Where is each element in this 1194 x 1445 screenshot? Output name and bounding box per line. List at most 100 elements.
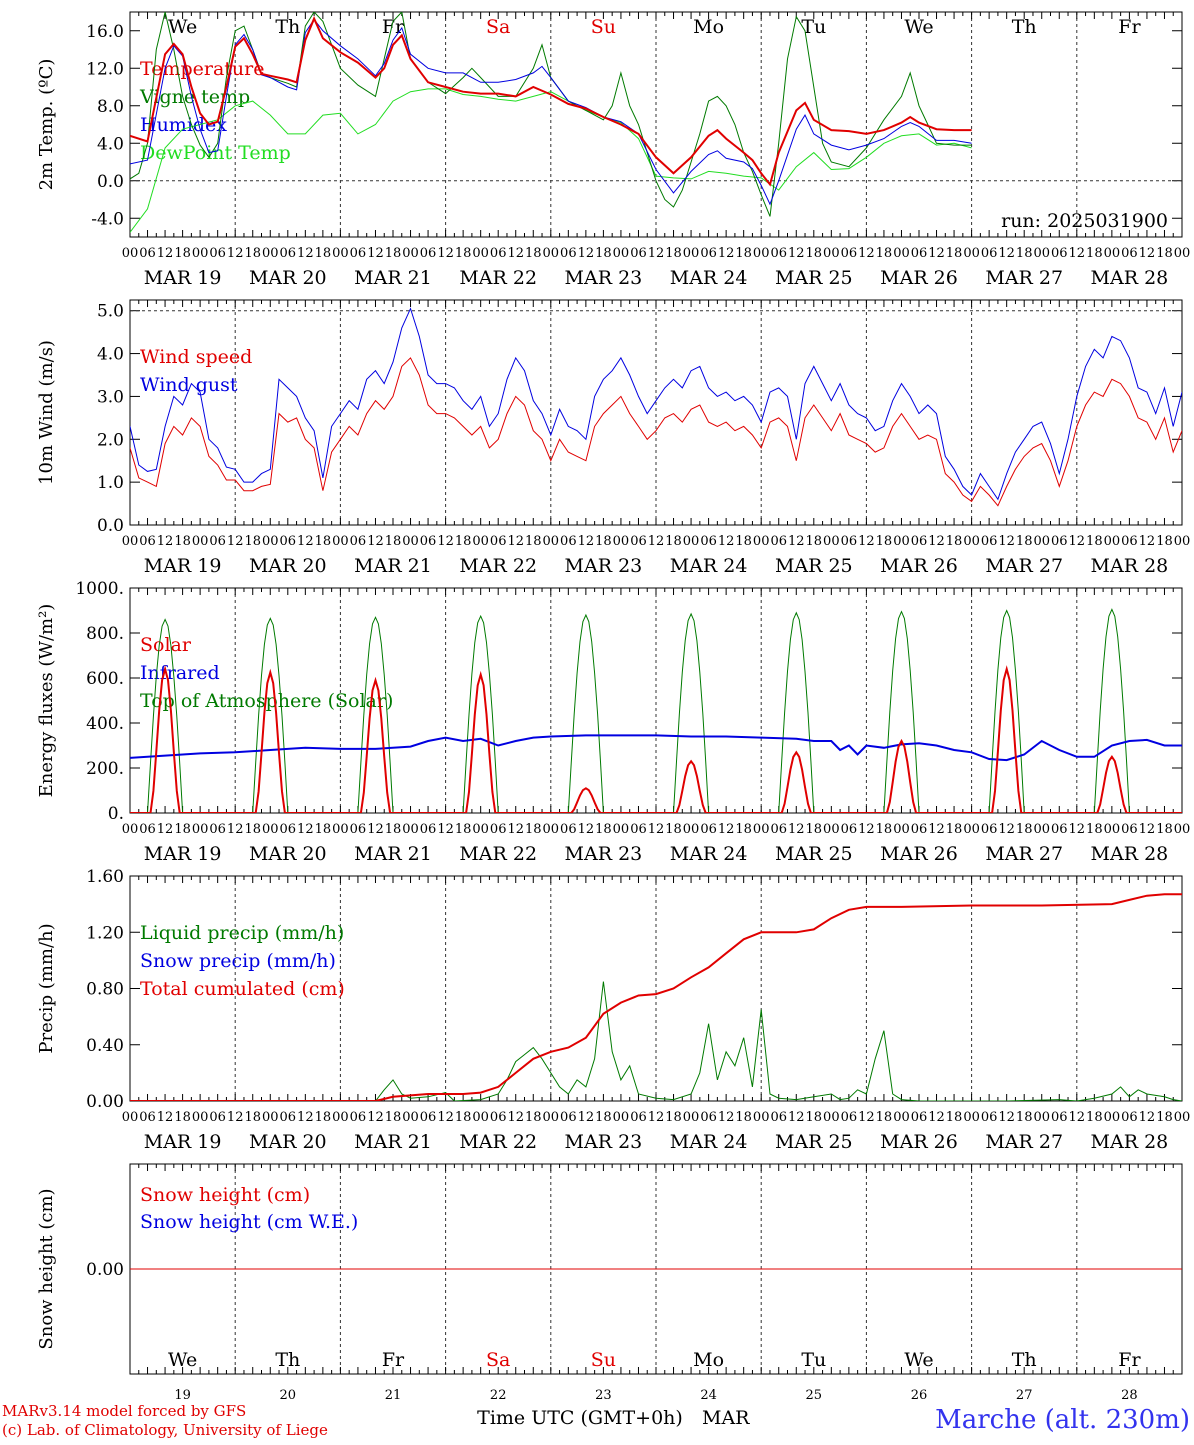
x-hour-label: 00 <box>823 534 840 549</box>
x-hour-label: 00 <box>192 822 209 837</box>
y-tick-label: 16.0 <box>86 22 124 42</box>
x-hour-label: 00 <box>192 534 209 549</box>
y-tick-label: 2.0 <box>97 430 124 450</box>
x-date-label: MAR 23 <box>565 843 643 865</box>
x-hour-label: 18 <box>665 246 682 261</box>
x-hour-label: 06 <box>490 1110 507 1125</box>
y-axis-label: Precip (mm/h) <box>36 923 57 1053</box>
x-hour-label: 06 <box>139 1110 156 1125</box>
x-hour-label: 06 <box>630 534 647 549</box>
bottom-weekday-label: We <box>904 1349 933 1371</box>
x-date-label: MAR 23 <box>565 555 643 577</box>
x-hour-label: 18 <box>525 534 542 549</box>
x-hour-label: 12 <box>788 534 805 549</box>
x-hour-label: 18 <box>876 534 893 549</box>
x-hour-label: 00 <box>893 534 910 549</box>
x-hour-label: 00 <box>1104 246 1121 261</box>
x-hour-label: 06 <box>1051 534 1068 549</box>
y-tick-label: 0.00 <box>86 1260 124 1280</box>
x-hour-label: 18 <box>174 822 191 837</box>
x-hour-label: 18 <box>665 1110 682 1125</box>
legend-entry: Top of Atmosphere (Solar) <box>140 690 393 712</box>
y-tick-label: 0. <box>108 804 124 824</box>
x-hour-label: 00 <box>963 246 980 261</box>
weekday-label: Mo <box>693 16 724 38</box>
x-hour-label: 00 <box>332 822 349 837</box>
x-hour-label: 12 <box>928 822 945 837</box>
bottom-weekday-label: Fr <box>1118 1349 1141 1371</box>
x-hour-label: 00 <box>1174 822 1191 837</box>
y-tick-label: 12.0 <box>86 59 124 79</box>
x-hour-label: 12 <box>578 822 595 837</box>
panel-4: 0.00 0.40 0.80 1.20 1.60 Precip (mm/h) Liquid … <box>36 867 1190 1153</box>
bottom-day-number: 24 <box>700 1388 717 1403</box>
x-hour-label: 00 <box>1033 822 1050 837</box>
bottom-weekday-label: Mo <box>693 1349 724 1371</box>
x-hour-label: 00 <box>1033 1110 1050 1125</box>
x-hour-label: 12 <box>648 822 665 837</box>
x-hour-label: 06 <box>700 534 717 549</box>
bottom-weekday-label: Tu <box>801 1349 826 1371</box>
x-date-label: MAR 19 <box>144 555 222 577</box>
x-hour-label: 00 <box>1033 534 1050 549</box>
x-date-label: MAR 20 <box>249 555 327 577</box>
x-hour-label: 18 <box>1086 246 1103 261</box>
x-hour-label: 06 <box>981 822 998 837</box>
x-hour-label: 06 <box>280 822 297 837</box>
x-hour-label: 00 <box>402 534 419 549</box>
y-tick-label: 0.0 <box>97 172 124 192</box>
legend-entry: Liquid precip (mm/h) <box>140 922 344 944</box>
x-hour-label: 18 <box>735 246 752 261</box>
x-hour-label: 18 <box>665 822 682 837</box>
x-hour-label: 18 <box>385 1110 402 1125</box>
x-hour-label: 00 <box>472 246 489 261</box>
x-date-label: MAR 20 <box>249 267 327 289</box>
x-hour-label: 00 <box>192 246 209 261</box>
x-hour-label: 06 <box>560 246 577 261</box>
x-hour-label: 18 <box>1156 1110 1173 1125</box>
weekday-label: Sa <box>486 16 510 38</box>
x-hour-label: 12 <box>998 246 1015 261</box>
bottom-weekday-label: Th <box>1012 1349 1037 1371</box>
y-axis-label: Energy fluxes (W/m²) <box>36 604 57 798</box>
x-hour-label: 06 <box>1051 246 1068 261</box>
x-hour-label: 06 <box>700 1110 717 1125</box>
x-hour-label: 06 <box>841 1110 858 1125</box>
x-hour-label: 12 <box>1139 822 1156 837</box>
x-hour-label: 00 <box>1174 246 1191 261</box>
x-hour-label: 12 <box>1139 246 1156 261</box>
y-tick-label: 1.20 <box>86 923 124 943</box>
x-hour-label: 12 <box>718 1110 735 1125</box>
bottom-day-number: 25 <box>806 1388 823 1403</box>
x-hour-label: 12 <box>227 246 244 261</box>
x-hour-label: 12 <box>858 246 875 261</box>
y-tick-label: 8.0 <box>97 97 124 117</box>
x-hour-label: 06 <box>630 246 647 261</box>
x-hour-label: 00 <box>332 534 349 549</box>
x-hour-label: 12 <box>227 822 244 837</box>
x-hour-label: 12 <box>648 246 665 261</box>
x-date-label: MAR 27 <box>985 267 1063 289</box>
weekday-label: Fr <box>382 16 405 38</box>
x-hour-label: 06 <box>420 534 437 549</box>
x-hour-label: 18 <box>455 246 472 261</box>
x-hour-label: 18 <box>1086 534 1103 549</box>
x-date-label: MAR 28 <box>1091 555 1169 577</box>
y-tick-label: 1.60 <box>86 867 124 887</box>
x-hour-label: 18 <box>946 534 963 549</box>
y-tick-label: 800. <box>86 624 124 644</box>
x-date-label: MAR 25 <box>775 267 853 289</box>
x-hour-label: 12 <box>928 1110 945 1125</box>
x-hour-label: 06 <box>560 822 577 837</box>
weekday-label: We <box>168 16 197 38</box>
x-hour-label: 00 <box>823 822 840 837</box>
x-hour-label: 00 <box>402 1110 419 1125</box>
y-tick-label: 0.0 <box>97 516 124 536</box>
x-date-label: MAR 26 <box>880 1131 958 1153</box>
y-tick-label: 5.0 <box>97 302 124 322</box>
weekday-label: Su <box>591 16 616 38</box>
x-hour-label: 00 <box>122 1110 139 1125</box>
bottom-day-number: 23 <box>595 1388 612 1403</box>
x-hour-label: 12 <box>788 822 805 837</box>
x-date-label: MAR 23 <box>565 1131 643 1153</box>
